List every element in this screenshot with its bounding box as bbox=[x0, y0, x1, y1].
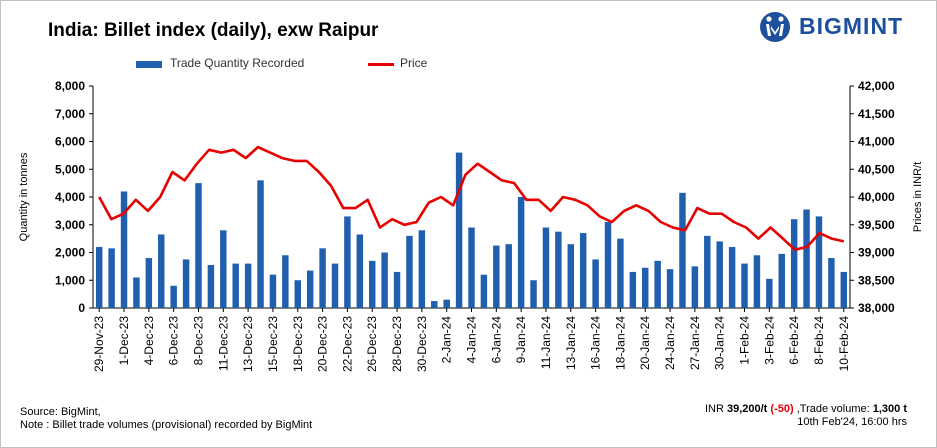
source-line: Source: BigMint, bbox=[20, 406, 101, 418]
volume-prefix: ,Trade volume: bbox=[796, 403, 870, 415]
source-note: Source: BigMint, Note : Billet trade vol… bbox=[20, 406, 312, 432]
note-line: Note : Billet trade volumes (provisional… bbox=[20, 419, 313, 431]
legend-bar-label: Trade Quantity Recorded bbox=[170, 56, 305, 70]
bigmint-logo-icon bbox=[760, 12, 790, 42]
legend-bar-swatch bbox=[136, 61, 162, 68]
price-summary: INR 39,200/t (-50) ,Trade volume: 1,300 … bbox=[705, 403, 907, 429]
chart-title: India: Billet index (daily), exw Raipur bbox=[48, 20, 379, 41]
bigmint-logo: BIGMINT bbox=[757, 10, 927, 44]
price-change: (-50) bbox=[770, 403, 794, 415]
volume-value: 1,300 t bbox=[872, 403, 907, 415]
price-prefix: INR bbox=[704, 403, 724, 415]
timestamp: 10th Feb'24, 16:00 hrs bbox=[797, 416, 907, 428]
legend-line-swatch bbox=[368, 63, 394, 66]
price-value: 39,200/t bbox=[726, 403, 768, 415]
legend-line-label: Price bbox=[400, 56, 428, 70]
logo-text: BIGMINT bbox=[799, 13, 904, 39]
